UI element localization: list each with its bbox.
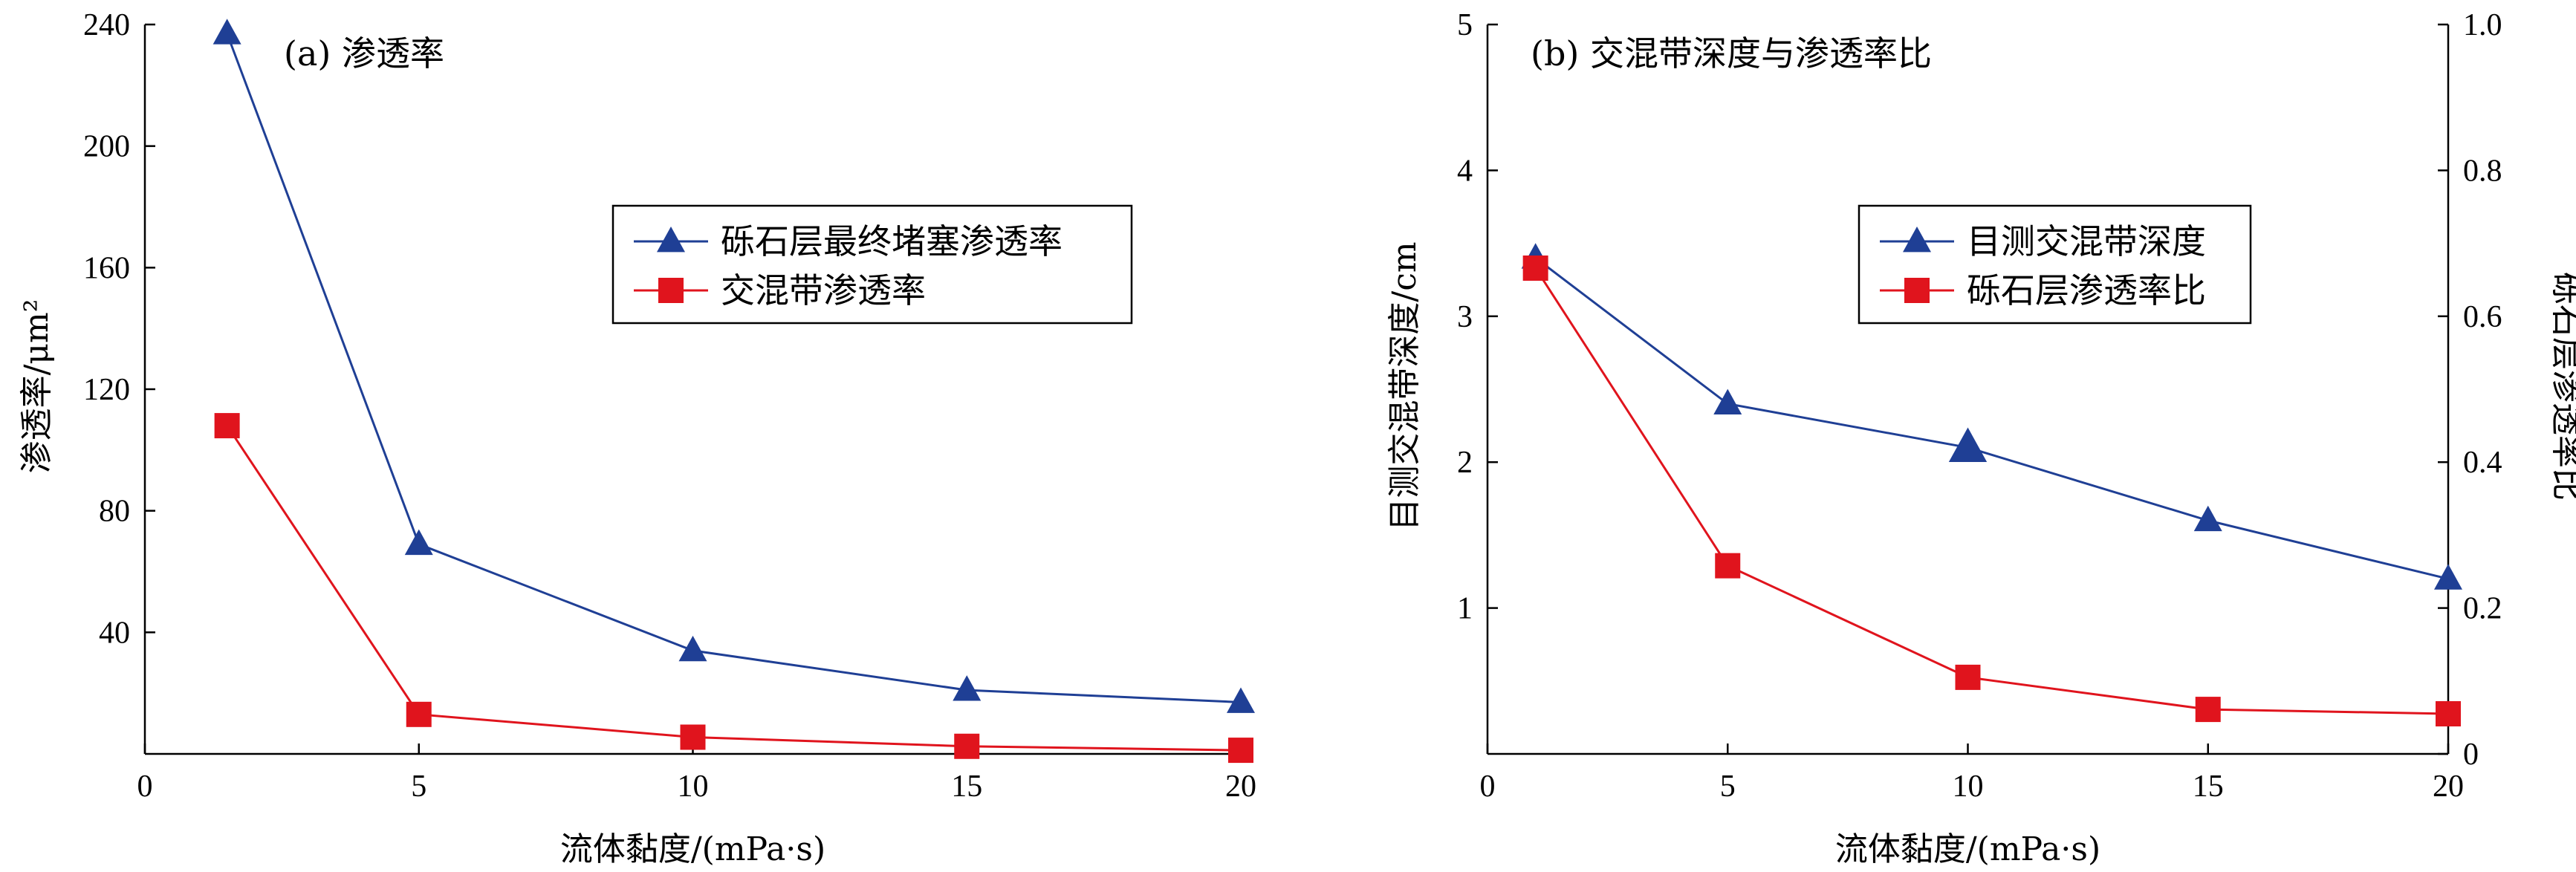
y-right-tick-label: 0.4 (2463, 446, 2502, 480)
square-marker (406, 701, 432, 727)
legend-label: 交混带渗透率 (721, 270, 926, 310)
y-tick-label: 1 (1457, 592, 1473, 626)
square-marker (1522, 255, 1548, 281)
x-tick-label: 5 (1720, 769, 1736, 804)
chart-panel-b: 0 5 10 15 20 1 2 3 4 5 0 0.2 0.4 0.6 0.8 1.0 流体黏度/(mPa·s… (1386, 8, 2576, 868)
series-line (226, 33, 1242, 703)
triangle-marker (678, 635, 707, 662)
x-tick-label: 10 (1953, 769, 1984, 804)
y-tick-label: 200 (83, 130, 130, 164)
legend-square-marker (658, 278, 684, 303)
series-line (1534, 267, 2449, 715)
square-marker (214, 413, 240, 439)
y-tick-label: 120 (83, 373, 130, 407)
legend-triangle-marker (657, 227, 685, 253)
legend-label: 砾石层渗透率比 (1967, 270, 2206, 310)
square-marker (954, 733, 980, 759)
square-marker (1228, 738, 1253, 764)
y-right-tick-label: 0.2 (2463, 592, 2502, 626)
y-axis-title: 渗透率/μm² (18, 299, 56, 474)
y-tick-label: 240 (83, 8, 130, 42)
y-tick-label: 3 (1457, 300, 1473, 334)
x-tick-label: 0 (137, 769, 153, 804)
triangle-marker (1948, 427, 1988, 462)
y-right-tick-label: 0 (2463, 738, 2479, 772)
triangle-marker (953, 675, 982, 701)
square-marker (1715, 553, 1741, 579)
square-marker (2195, 697, 2221, 723)
panel-title: (a) 渗透率 (284, 33, 444, 74)
square-marker (1955, 664, 1981, 690)
y-tick-label: 160 (83, 251, 130, 285)
y-tick-label: 80 (99, 495, 130, 529)
y-right-tick-label: 0.6 (2463, 300, 2502, 334)
y-tick-label: 4 (1457, 154, 1473, 188)
triangle-marker (2193, 505, 2222, 532)
square-marker (680, 724, 706, 750)
x-tick-label: 10 (678, 769, 709, 804)
chart-panel-a: 0 5 10 15 20 40 80 120 160 200 240 流体黏度/(mPa·s) 渗透率/… (18, 8, 1256, 868)
x-axis-title: 流体黏度/(mPa·s) (560, 830, 825, 868)
y-tick-label: 5 (1457, 8, 1473, 42)
legend-label: 砾石层最终堵塞渗透率 (721, 221, 1062, 261)
legend-square-marker (1904, 278, 1930, 303)
series-line (226, 425, 1242, 752)
square-marker (2436, 700, 2461, 726)
y-tick-label: 40 (99, 616, 130, 650)
triangle-marker (2434, 564, 2462, 590)
triangle-marker (1713, 388, 1742, 415)
legend-triangle-marker (1903, 227, 1931, 253)
y-right-tick-label: 0.8 (2463, 154, 2502, 188)
legend-box (611, 204, 1133, 325)
x-tick-label: 20 (1225, 769, 1256, 804)
y-right-tick-label: 1.0 (2463, 8, 2502, 42)
x-axis-title: 流体黏度/(mPa·s) (1835, 830, 2100, 868)
triangle-marker (1227, 687, 1255, 713)
triangle-marker (212, 19, 241, 45)
x-tick-label: 15 (951, 769, 982, 804)
x-tick-label: 5 (411, 769, 426, 804)
y-axis-right-title: 砾石层渗透率比 (2548, 272, 2576, 501)
legend-box (1858, 204, 2252, 325)
triangle-marker (404, 529, 433, 556)
y-tick-label: 2 (1457, 446, 1473, 480)
x-tick-label: 0 (1480, 769, 1496, 804)
panel-title: (b) 交混带深度与渗透率比 (1531, 33, 1932, 74)
legend-label: 目测交混带深度 (1967, 221, 2206, 261)
y-axis-title: 目测交混带深度/cm (1386, 241, 1424, 530)
x-tick-label: 20 (2433, 769, 2464, 804)
x-tick-label: 15 (2193, 769, 2224, 804)
